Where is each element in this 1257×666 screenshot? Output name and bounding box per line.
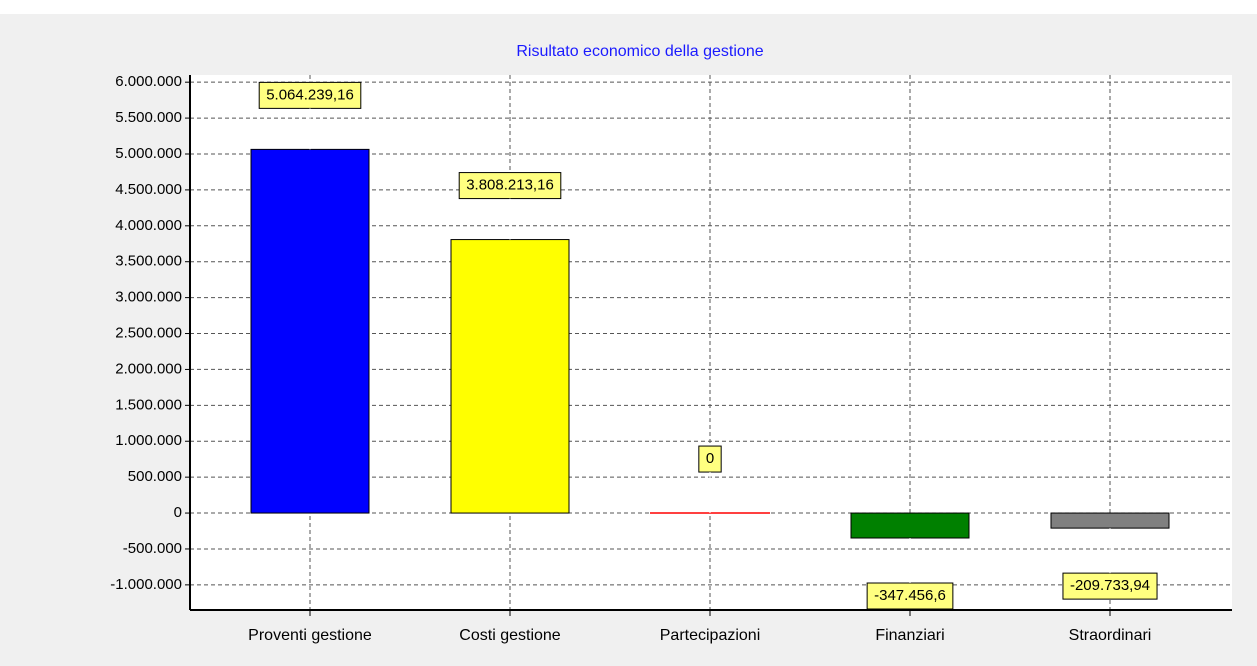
bar [450, 239, 570, 514]
bar [850, 512, 970, 539]
data-label-box [1062, 572, 1158, 600]
chart-title: Risultato economico della gestione [516, 43, 763, 60]
y-tick-label: 1.500.000 [115, 396, 182, 413]
data-label-box [866, 582, 954, 610]
y-tick-label: 2.500.000 [115, 324, 182, 341]
bar [1050, 512, 1170, 529]
data-label-box [458, 172, 562, 200]
data-label-text: 5.064.239,16 [266, 86, 354, 103]
y-tick-label: 1.000.000 [115, 432, 182, 449]
data-label: 0 [698, 445, 722, 473]
data-label-text: 0 [706, 450, 714, 467]
y-tick-label: 6.000.000 [115, 73, 182, 90]
y-tick-label: 4.500.000 [115, 181, 182, 198]
x-tick-label: Costi gestione [459, 627, 560, 644]
y-tick-label: 3.500.000 [115, 253, 182, 270]
y-tick-label: -500.000 [123, 540, 182, 557]
y-tick-label: 3.000.000 [115, 289, 182, 306]
y-tick-label: 500.000 [128, 468, 182, 485]
y-tick-label: 0 [174, 504, 182, 521]
data-label-text: -347.456,6 [874, 587, 946, 604]
data-label-text: -209.733,94 [1070, 577, 1150, 594]
data-label: -347.456,6 [866, 582, 954, 610]
data-label: 5.064.239,16 [258, 81, 362, 109]
x-tick-label: Proventi gestione [248, 627, 372, 644]
x-tick-label: Finanziari [875, 627, 944, 644]
x-tick-label: Straordinari [1069, 627, 1152, 644]
bar [250, 148, 370, 514]
y-tick-label: 5.000.000 [115, 145, 182, 162]
x-tick-label: Partecipazioni [660, 627, 761, 644]
data-label-text: 3.808.213,16 [466, 177, 554, 194]
data-label: -209.733,94 [1062, 572, 1158, 600]
data-label: 3.808.213,16 [458, 172, 562, 200]
y-tick-label: 4.000.000 [115, 217, 182, 234]
y-tick-label: 5.500.000 [115, 109, 182, 126]
y-tick-label: -1.000.000 [110, 576, 182, 593]
data-label-box [258, 81, 362, 109]
y-tick-label: 2.000.000 [115, 360, 182, 377]
